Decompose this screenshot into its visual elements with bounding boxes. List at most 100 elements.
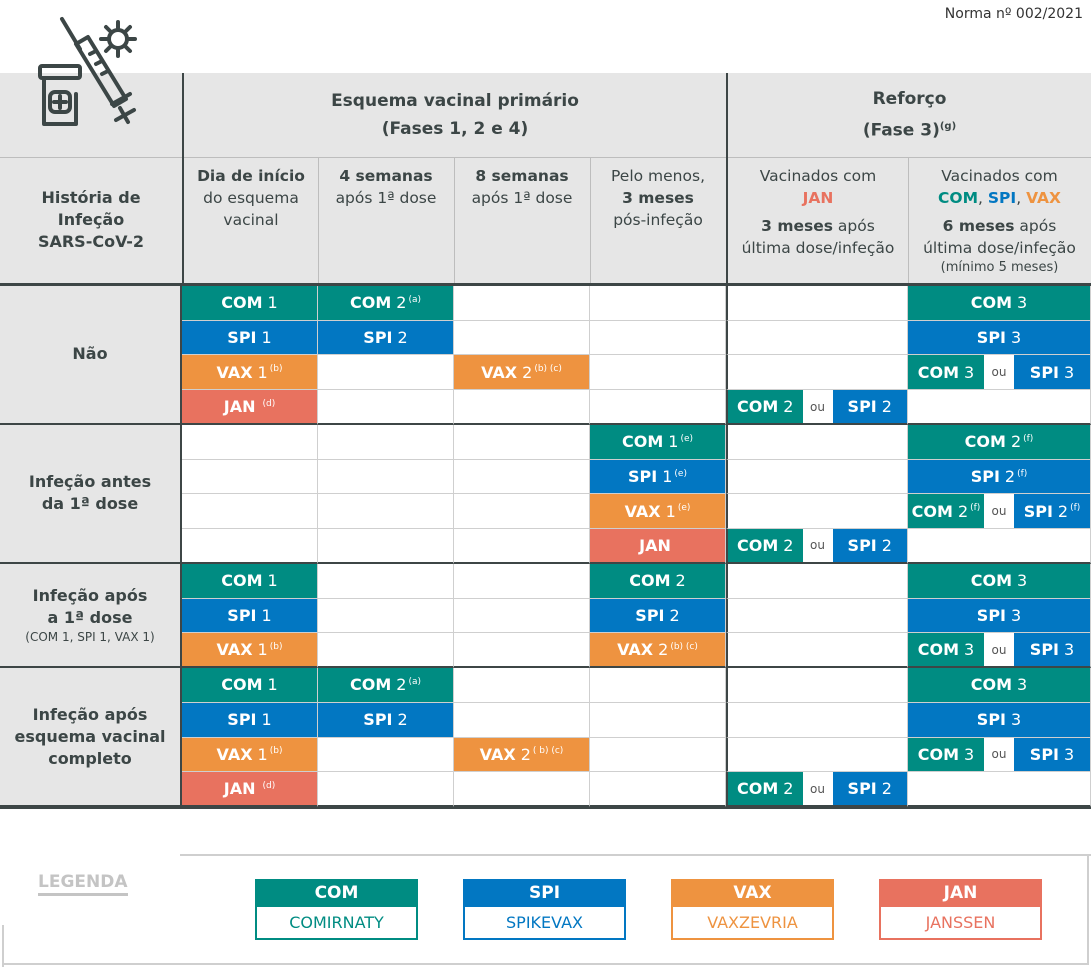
vaccine-code: SPI <box>363 710 393 730</box>
booster-subtitle: (Fase 3) <box>862 120 940 141</box>
footnote-ref: (a) <box>408 676 421 687</box>
dose-number: 3 <box>1017 293 1028 313</box>
schedule-cell: SPI 2 <box>318 702 454 738</box>
legend-item-com: COM COMIRNATY <box>255 879 418 941</box>
dose-number: 3 <box>964 744 975 764</box>
vaccine-code: SPI <box>227 605 257 625</box>
or-label: ou <box>802 390 833 423</box>
header-text: 8 semanas <box>475 167 569 185</box>
primary-subtitle: (Fases 1, 2 e 4) <box>381 119 529 139</box>
vaccine-code: COM <box>938 189 979 207</box>
dose-number: 3 <box>1011 710 1022 730</box>
schedule-cell <box>182 494 318 530</box>
vaccine-code: SPI <box>847 535 877 555</box>
header-text: após 1ª dose <box>335 189 437 207</box>
dose-com: COM 3 <box>908 563 1090 598</box>
dose-number: 2 <box>1010 432 1022 452</box>
schedule-cell: COM 3 ou SPI 3 <box>908 737 1091 773</box>
booster-title: Reforço <box>872 89 947 110</box>
schedule-cell: SPI 1 (e) <box>590 459 726 495</box>
header-text: 3 meses <box>622 189 694 207</box>
legend-item-vax: VAX VAXZEVRIA <box>671 879 834 941</box>
row-group-sublabel: (COM 1, SPI 1, VAX 1) <box>25 629 155 644</box>
dose-spi: SPI 1 <box>182 702 317 737</box>
dose-vax: VAX 1 (e) <box>590 494 725 529</box>
schedule-cell: JAN (d) <box>182 772 318 807</box>
dose-number: 1 <box>261 605 272 625</box>
header-text: após 1ª dose <box>471 189 573 207</box>
dose-number: 2 <box>881 535 892 555</box>
schedule-cell <box>318 633 454 669</box>
divider <box>318 157 319 283</box>
vaccine-code: SPI <box>1023 501 1053 521</box>
dose-number: 2 <box>783 397 794 417</box>
vaccine-code: SPI <box>635 605 665 625</box>
vaccine-code: COM <box>970 293 1013 313</box>
dose-com: COM 1 <box>182 286 317 320</box>
row-group-label-text: da 1ª dose <box>41 494 139 514</box>
schedule-cell <box>454 286 590 321</box>
dose-number: 3 <box>1064 640 1075 660</box>
dose-number: 2 <box>396 293 407 313</box>
schedule-cell <box>590 702 726 738</box>
header-text: Vacinados com <box>941 167 1058 185</box>
dose-com: COM 2 (a) <box>318 286 453 320</box>
legend-name: COMIRNATY <box>255 907 418 940</box>
schedule-cell <box>590 390 726 425</box>
col-header-jan-vaccinated: Vacinados com JAN 3 meses após última do… <box>728 157 908 283</box>
schedule-cell <box>590 737 726 773</box>
dose-number: 1 <box>261 710 272 730</box>
schedule-cell: SPI 1 <box>182 598 318 634</box>
header-text: após <box>837 217 875 235</box>
dose-number: 2 <box>396 675 407 695</box>
vaccine-code: SPI <box>976 328 1006 348</box>
dose-number: 2 <box>881 397 892 417</box>
footnote-ref: (b) <box>269 641 283 652</box>
dose-number: 2 <box>658 640 669 660</box>
or-label: ou <box>802 529 833 562</box>
schedule-cell: COM 2 (f) <box>908 424 1091 460</box>
header-text: Vacinados com <box>759 167 877 185</box>
vaccine-code: SPI <box>363 328 393 348</box>
schedule-cell: SPI 3 <box>908 320 1091 356</box>
dose-number: 1 <box>668 432 679 452</box>
schedule-cell: COM 1 <box>182 563 318 599</box>
schedule-cell <box>318 424 454 460</box>
row-group-label-text: a 1ª dose <box>47 607 133 627</box>
schedule-cell: COM 2 (a) <box>318 668 454 703</box>
footnote-ref: (f) <box>970 503 981 514</box>
schedule-cell: SPI 2 <box>318 320 454 356</box>
vaccine-code: VAX <box>479 744 516 764</box>
dose-jan: JAN <box>590 529 725 562</box>
vaccine-code: SPI <box>227 710 257 730</box>
dose-spi: SPI 1 (e) <box>590 459 725 494</box>
schedule-cell <box>726 563 908 599</box>
vaccine-code: COM <box>917 362 960 382</box>
schedule-cell <box>182 529 318 564</box>
header-text: 4 semanas <box>339 167 433 185</box>
primary-title: Esquema vacinal primário <box>331 91 579 111</box>
header-text: SARS-CoV-2 <box>37 232 145 251</box>
schedule-cell: JAN <box>590 529 726 564</box>
schedule-cell <box>318 563 454 599</box>
vaccine-code: VAX <box>216 744 253 764</box>
dose-com: COM 2 <box>728 772 803 805</box>
vaccine-code: COM <box>737 397 779 417</box>
schedule-cell: VAX 2 (b) (c) <box>590 633 726 669</box>
schedule-cell: COM 3 <box>908 286 1091 321</box>
schedule-cell <box>454 772 590 807</box>
footnote-ref: (d) <box>262 398 276 409</box>
footnote-ref: (f) <box>1023 433 1034 444</box>
divider <box>726 73 728 286</box>
vaccine-code: JAN <box>223 779 256 799</box>
vaccine-code: COM <box>350 293 392 313</box>
dose-number: 3 <box>1011 605 1022 625</box>
divider <box>908 157 909 283</box>
separator: , <box>978 189 983 207</box>
dose-number: 2 <box>397 710 408 730</box>
col-header-start-day: Dia de início do esquema vacinal <box>184 157 318 283</box>
schedule-cell: VAX 1 (b) <box>182 737 318 773</box>
schedule-cell <box>318 529 454 564</box>
schedule-cell: VAX 2 (b) (c) <box>454 355 590 391</box>
vaccine-code: VAX <box>1026 189 1061 207</box>
